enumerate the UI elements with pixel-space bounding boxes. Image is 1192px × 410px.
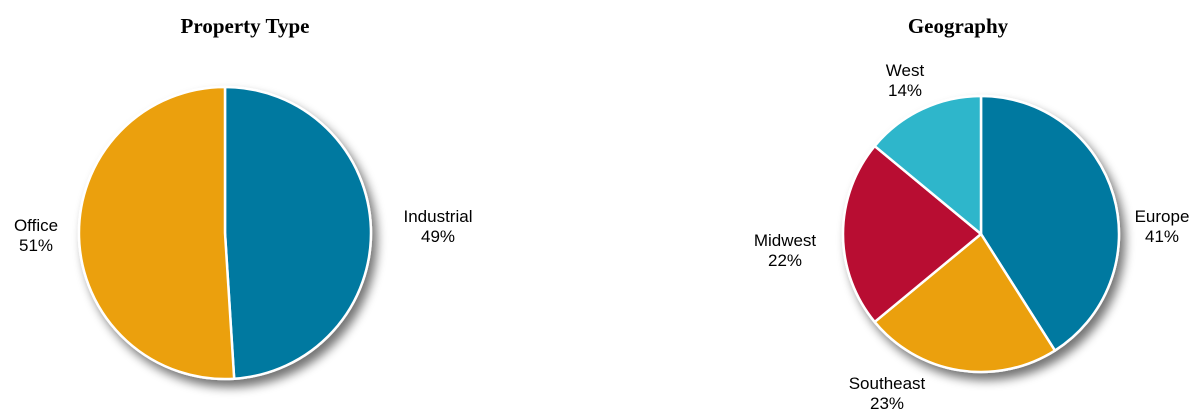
slice-label-value: 23%: [870, 394, 904, 410]
slice-label-office: Office 51%: [14, 216, 58, 255]
slice-label-west: West 14%: [886, 61, 925, 100]
slice-label-name: Office: [14, 216, 58, 235]
slice-label-value: 49%: [421, 227, 455, 246]
slice-label-name: Southeast: [849, 374, 926, 393]
chart-title-property-type: Property Type: [181, 14, 310, 38]
pie-slice-industrial: [223, 85, 373, 380]
slice-label-industrial: Industrial 49%: [404, 207, 473, 246]
slice-label-southeast: Southeast 23%: [849, 374, 926, 410]
pie-slice-midwest: [841, 144, 983, 324]
slice-label-midwest: Midwest 22%: [754, 231, 817, 270]
slice-label-value: 22%: [768, 251, 802, 270]
slice-label-name: Industrial: [404, 207, 473, 226]
pie-slice-office: [77, 85, 236, 381]
slice-label-value: 14%: [888, 81, 922, 100]
slice-label-name: Europe: [1135, 207, 1190, 226]
pie-property-type: [77, 85, 373, 381]
slice-label-europe: Europe 41%: [1135, 207, 1190, 246]
slice-label-name: West: [886, 61, 925, 80]
slice-label-name: Midwest: [754, 231, 817, 250]
slice-label-value: 41%: [1145, 227, 1179, 246]
pie-geography: [841, 94, 1121, 374]
pie-labels-property-type: Industrial 49% Office 51%: [14, 207, 473, 255]
pie-labels-geography: Europe 41% Southeast 23% Midwest 22% West 14%: [754, 61, 1190, 410]
pie-slice-west: [873, 94, 983, 236]
slice-label-value: 51%: [19, 236, 53, 255]
chart-title-geography: Geography: [908, 14, 1009, 38]
pie-slice-southeast: [873, 232, 1057, 374]
